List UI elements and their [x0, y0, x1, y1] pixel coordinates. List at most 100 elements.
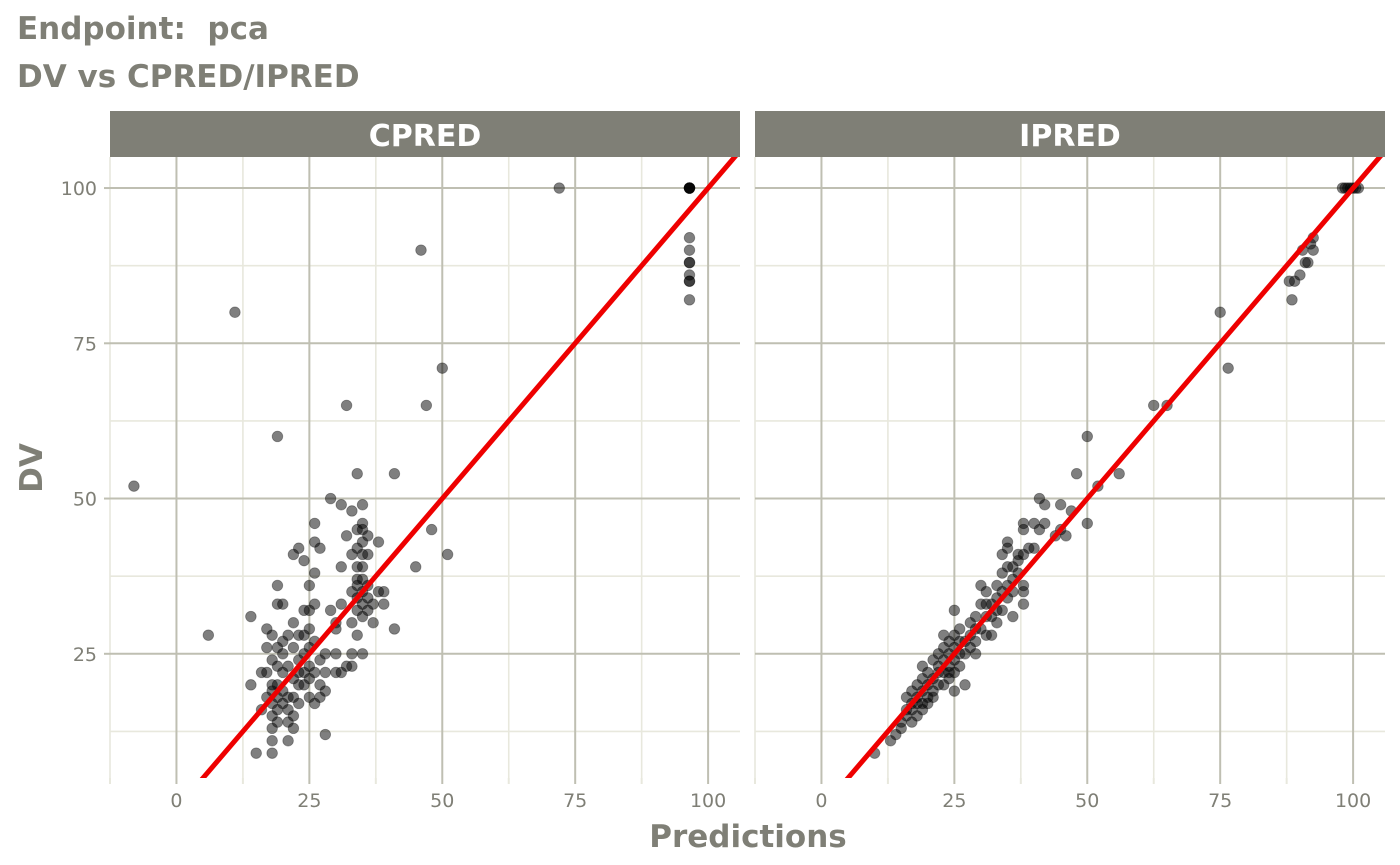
data-point [346, 505, 358, 517]
data-point [250, 747, 262, 759]
data-point [324, 604, 337, 617]
data-point [261, 666, 273, 679]
data-point [266, 747, 278, 759]
data-point [346, 617, 358, 629]
data-point [425, 523, 438, 536]
data-point [1060, 530, 1072, 542]
data-point [1081, 517, 1093, 530]
data-point [308, 517, 321, 530]
x-tick-label: 25 [942, 790, 966, 812]
data-point [282, 735, 294, 747]
data-point [1302, 256, 1314, 269]
data-point [282, 629, 294, 641]
data-point [293, 697, 305, 710]
data-point [308, 567, 321, 579]
data-point [1070, 468, 1083, 480]
data-point [378, 598, 390, 610]
data-point [948, 604, 961, 617]
chart-title-line-2: DV vs CPRED/IPRED [17, 59, 360, 95]
data-point [319, 648, 332, 660]
data-point [1286, 294, 1298, 306]
data-point [335, 499, 347, 511]
x-tick-label: 50 [1075, 790, 1099, 812]
x-tick-label: 75 [1208, 790, 1232, 812]
data-point [362, 548, 374, 561]
data-point [1054, 499, 1067, 511]
data-point [319, 666, 332, 679]
data-point [415, 244, 427, 256]
data-point [1017, 517, 1030, 530]
x-tick-label: 50 [430, 790, 454, 812]
data-point [1001, 536, 1014, 548]
data-point [356, 499, 369, 511]
x-tick-label: 25 [297, 790, 321, 812]
points-layer [128, 157, 738, 778]
data-point [980, 586, 992, 598]
data-point [683, 275, 696, 287]
data-point [303, 623, 316, 635]
data-point [362, 530, 374, 542]
data-point [388, 623, 401, 635]
data-point [277, 598, 289, 610]
data-point [1017, 598, 1030, 610]
data-point [969, 635, 982, 648]
data-point [1039, 517, 1051, 530]
x-tick-label: 0 [815, 790, 827, 812]
data-point [1222, 362, 1234, 374]
data-point [245, 679, 257, 691]
facet-strip-label: CPRED [369, 119, 482, 154]
data-point [128, 480, 140, 492]
facet-strip-cpred [110, 111, 740, 157]
data-point [308, 666, 321, 679]
data-point [1039, 499, 1051, 511]
data-point [683, 256, 696, 269]
data-point [409, 561, 422, 573]
facet-strip-ipred [755, 111, 1385, 157]
x-tick-label: 100 [1335, 790, 1371, 812]
y-tick-label: 50 [73, 489, 97, 511]
data-point [266, 629, 278, 641]
data-point [1307, 244, 1319, 256]
data-point [1081, 430, 1093, 443]
data-point [969, 610, 982, 623]
data-point [324, 492, 337, 505]
data-point [293, 542, 305, 554]
data-point [287, 710, 300, 722]
chart-title-line-1: Endpoint: pca [17, 11, 269, 47]
y-tick-label: 100 [61, 178, 97, 200]
points-layer [844, 157, 1383, 778]
data-point [1294, 269, 1306, 281]
data-point [1214, 306, 1226, 318]
data-point [436, 362, 448, 374]
data-point [271, 430, 284, 443]
data-point [367, 617, 379, 629]
data-point [953, 623, 966, 635]
data-point [298, 554, 310, 567]
data-point [229, 306, 241, 318]
data-point [287, 617, 300, 629]
data-point [991, 617, 1003, 629]
data-point [308, 598, 321, 610]
data-point [441, 548, 454, 561]
data-point [683, 294, 696, 306]
x-tick-label: 0 [170, 790, 182, 812]
data-point [319, 685, 332, 697]
data-point [351, 468, 363, 480]
data-point [1017, 579, 1030, 592]
data-point [1148, 399, 1160, 412]
data-point [683, 244, 696, 256]
data-point [356, 561, 369, 573]
data-point [335, 561, 347, 573]
data-point [319, 728, 332, 741]
data-point [271, 716, 284, 728]
identity-line [199, 157, 738, 778]
data-point [985, 629, 998, 641]
data-point [245, 610, 257, 623]
y-tick-label: 25 [73, 644, 97, 666]
data-point [346, 648, 358, 660]
x-tick-label: 75 [563, 790, 587, 812]
data-point [266, 735, 278, 747]
data-point [378, 586, 390, 598]
data-point [261, 641, 273, 654]
data-point [969, 648, 982, 660]
